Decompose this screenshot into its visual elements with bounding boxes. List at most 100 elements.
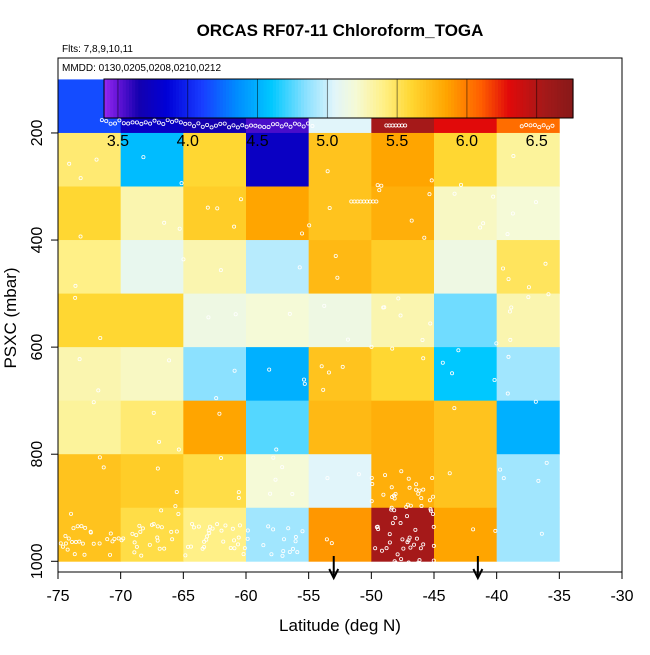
heatmap-cell-r1-c0 <box>58 132 122 187</box>
heatmap-cell-r7-c5 <box>371 454 435 509</box>
sample-point <box>88 529 93 534</box>
heatmap-cell-r4-c2 <box>183 293 247 348</box>
sample-point <box>113 121 118 126</box>
colorbar-tick-label: 5.5 <box>386 133 408 150</box>
colorbar-segment <box>385 79 390 118</box>
sample-point <box>409 218 414 223</box>
sample-points <box>58 118 555 565</box>
sample-point <box>374 199 379 204</box>
plot-frame <box>57 57 623 573</box>
colorbar-segment <box>232 79 236 118</box>
sample-point <box>221 539 226 544</box>
colorbar-segment <box>504 79 508 118</box>
sample-point <box>291 546 296 551</box>
sample-point <box>262 125 267 130</box>
sample-point <box>492 378 497 383</box>
sample-point <box>214 396 219 401</box>
sample-point <box>151 410 156 415</box>
colorbar-segment <box>141 79 146 118</box>
sample-point <box>390 521 395 526</box>
colorbar-tick-label: 6.5 <box>526 133 548 150</box>
sample-point <box>157 439 162 444</box>
colorbar-segment <box>285 79 290 118</box>
sample-point <box>326 370 331 375</box>
sample-point <box>519 124 524 129</box>
sample-point <box>215 522 220 527</box>
heatmap-cell-r4-c1 <box>120 293 184 348</box>
colorbar-segment <box>541 79 546 118</box>
sample-point <box>297 122 302 127</box>
sample-point <box>176 511 181 516</box>
colorbar-segment <box>138 79 143 118</box>
colorbar-segment <box>185 79 190 118</box>
colorbar-segment <box>469 79 474 118</box>
sample-point <box>282 537 287 542</box>
sample-point <box>340 364 345 369</box>
colorbar-segment <box>522 79 527 118</box>
colorbar: 3.5 4.0 4.5 5.0 5.5 6.0 6.5 <box>103 78 574 150</box>
sample-point <box>510 211 515 216</box>
x-axis-label: Latitude (deg N) <box>279 616 401 635</box>
sample-point <box>310 124 315 129</box>
sample-point <box>550 123 555 128</box>
sample-point <box>58 541 63 546</box>
colorbar-segment <box>322 79 327 118</box>
heatmap-cell-r6-c1 <box>120 400 184 455</box>
heatmap-cell-r2-c7 <box>496 186 560 241</box>
heatmap-cell-r1-c4 <box>308 132 372 187</box>
colorbar-segment <box>516 79 521 118</box>
sample-point <box>218 455 223 460</box>
x-tick-label: -40 <box>485 588 508 605</box>
sample-point <box>508 337 513 342</box>
y-tick-label: 1000 <box>29 543 46 579</box>
sample-point <box>261 543 266 548</box>
sample-point <box>390 346 395 351</box>
sample-point <box>329 541 334 546</box>
x-tick-label: -55 <box>297 588 320 605</box>
sample-point <box>287 549 292 554</box>
sample-point <box>537 125 542 130</box>
colorbar-segment <box>547 79 552 118</box>
colorbar-segment <box>441 79 446 118</box>
sample-point <box>302 381 307 386</box>
sample-point <box>395 552 400 557</box>
colorbar-segment <box>372 79 377 118</box>
colorbar-segment <box>310 79 315 118</box>
colorbar-segment <box>369 79 374 118</box>
sample-point <box>300 529 305 534</box>
colorbar-segment <box>466 79 471 118</box>
colorbar-segment <box>535 79 540 118</box>
sample-point <box>110 539 115 544</box>
sample-point <box>526 295 531 300</box>
sample-point <box>533 399 538 404</box>
colorbar-segment <box>463 79 468 118</box>
colorbar-segment <box>250 79 255 118</box>
colorbar-segment <box>416 79 421 118</box>
y-tick-label: 400 <box>29 227 46 254</box>
sample-point <box>66 536 71 541</box>
heatmap-cell-r2-c1 <box>120 186 184 241</box>
colorbar-segment <box>460 79 465 118</box>
sample-point <box>494 341 499 346</box>
colorbar-segment <box>479 79 483 118</box>
sample-point <box>213 123 218 128</box>
heatmap-cell-r2-c0 <box>58 186 122 241</box>
colorbar-segment <box>376 79 380 118</box>
sample-point <box>257 124 262 129</box>
sample-point <box>205 122 210 127</box>
sample-point <box>238 197 243 202</box>
sample-point <box>501 476 506 481</box>
sample-point <box>141 155 146 160</box>
colorbar-segment <box>366 79 371 118</box>
sample-point <box>392 493 397 498</box>
sample-point <box>450 371 455 376</box>
sample-point <box>401 546 406 551</box>
sample-point <box>387 540 392 545</box>
sample-point <box>191 525 196 530</box>
sample-point <box>215 206 220 211</box>
sample-point <box>190 521 195 526</box>
sample-point <box>345 337 350 342</box>
sample-point <box>205 205 210 210</box>
sample-point <box>227 125 232 130</box>
